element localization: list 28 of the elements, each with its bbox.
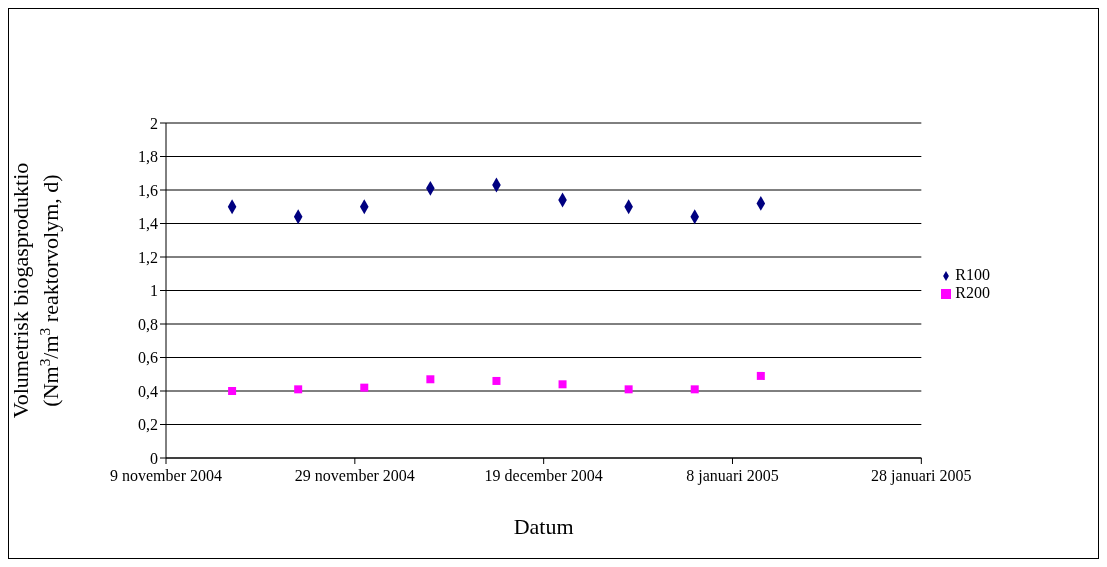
x-tick-label: 28 januari 2005 (871, 467, 972, 486)
point (228, 387, 237, 395)
y-tick-label: 1,8 (138, 148, 158, 166)
point (624, 385, 633, 394)
point (558, 380, 567, 389)
y-tick-label: 1 (150, 282, 158, 300)
point (690, 385, 699, 394)
y-tick-label: 2 (150, 114, 158, 132)
x-tick-label: 9 november 2004 (110, 467, 222, 485)
legend-label: R100 (955, 265, 990, 283)
y-tick-label: 0,8 (138, 315, 158, 333)
point (492, 376, 501, 385)
y-tick-label: 1,6 (138, 181, 158, 199)
x-tick-label: 19 december 2004 (484, 467, 603, 485)
y-tick-label: 0,4 (138, 382, 158, 400)
x-axis-title: Datum (513, 514, 574, 539)
y-tick-label: 1,2 (138, 248, 158, 266)
point (294, 385, 303, 394)
x-tick-label: 8 januari 2005 (686, 467, 779, 486)
point (360, 383, 369, 392)
point (426, 375, 435, 384)
y-tick-label: 0,6 (138, 349, 158, 367)
x-tick-label: 29 november 2004 (294, 467, 415, 485)
y-tick-label: 0 (150, 449, 158, 467)
point (756, 371, 765, 380)
legend-label: R200 (955, 283, 990, 301)
y-tick-label: 0,2 (138, 416, 158, 434)
y-tick-label: 1,4 (138, 215, 158, 233)
